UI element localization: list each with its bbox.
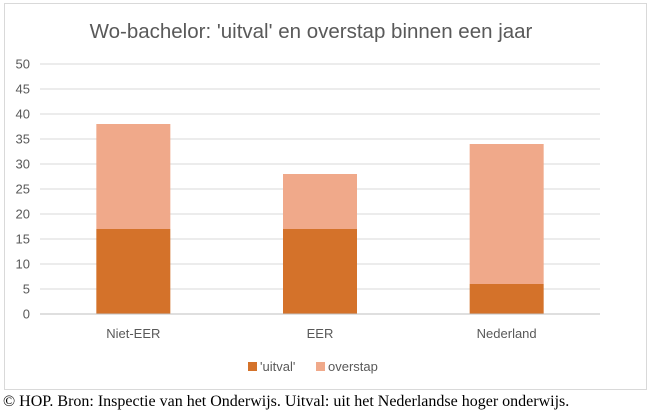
bar-segment — [96, 229, 171, 314]
y-tick-label: 35 — [16, 132, 30, 147]
chart-title: Wo-bachelor: 'uitval' en overstap binnen… — [90, 20, 533, 43]
y-tick-label: 50 — [16, 57, 30, 72]
y-tick-label: 30 — [16, 157, 30, 172]
legend: 'uitval' overstap — [248, 359, 378, 374]
bar-segment — [469, 284, 544, 314]
y-tick-label: 25 — [16, 182, 30, 197]
legend-label: overstap — [328, 359, 378, 374]
legend-label: 'uitval' — [260, 359, 295, 374]
x-tick-label: Nederland — [477, 326, 537, 341]
legend-swatch — [248, 362, 257, 371]
bar-segment — [96, 124, 171, 229]
y-tick-label: 0 — [23, 307, 30, 322]
chart: Wo-bachelor: 'uitval' en overstap binnen… — [16, 20, 600, 374]
bar-segment — [283, 229, 357, 314]
bar-segment — [283, 174, 357, 229]
y-axis-ticks: 0 5 10 15 20 25 30 35 40 45 50 — [16, 57, 30, 322]
y-tick-label: 40 — [16, 107, 30, 122]
y-tick-label: 10 — [16, 257, 30, 272]
y-tick-label: 5 — [23, 282, 30, 297]
x-axis-ticks: Niet-EER EER Nederland — [106, 326, 536, 341]
y-tick-label: 15 — [16, 232, 30, 247]
x-tick-label: EER — [307, 326, 334, 341]
y-tick-label: 45 — [16, 82, 30, 97]
bars — [40, 124, 600, 315]
legend-swatch — [316, 362, 325, 371]
bar-segment — [469, 144, 544, 284]
x-tick-label: Niet-EER — [106, 326, 160, 341]
y-tick-label: 20 — [16, 207, 30, 222]
source-caption: © HOP. Bron: Inspectie van het Onderwijs… — [3, 393, 570, 410]
